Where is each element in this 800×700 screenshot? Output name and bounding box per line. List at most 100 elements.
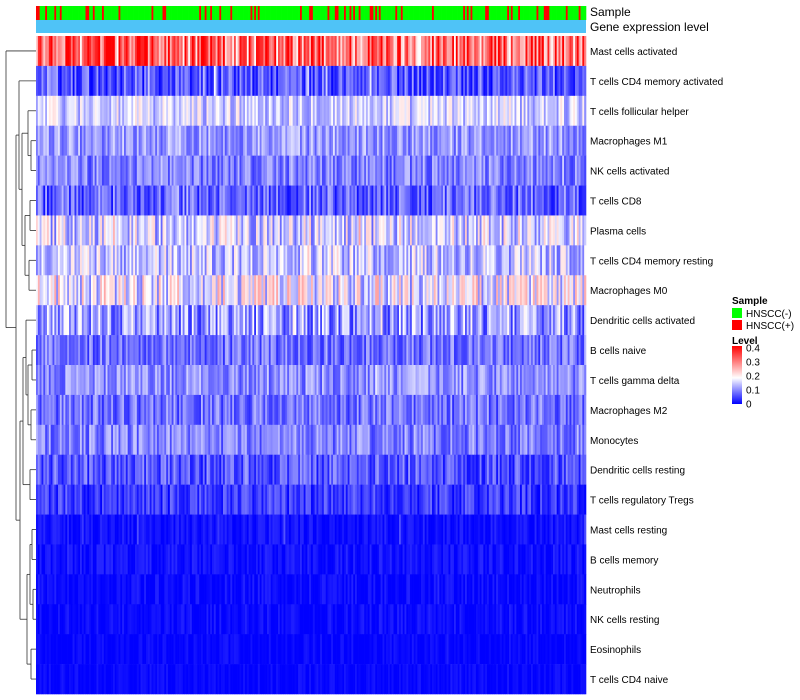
heatmap-cell bbox=[518, 125, 521, 156]
heatmap-cell bbox=[380, 65, 383, 97]
sample-track-cell bbox=[98, 6, 101, 20]
heatmap-cell bbox=[433, 125, 436, 156]
heatmap-cell bbox=[274, 65, 277, 97]
heatmap-cell bbox=[180, 484, 183, 515]
heatmap-cell bbox=[67, 454, 70, 485]
heatmap-cell bbox=[162, 95, 165, 127]
heatmap-cell bbox=[118, 215, 121, 246]
heatmap-cell bbox=[527, 65, 530, 97]
heatmap-cell bbox=[80, 394, 83, 426]
heatmap-cell bbox=[371, 424, 374, 456]
heatmap-cell bbox=[309, 424, 312, 456]
heatmap-cell bbox=[191, 215, 194, 246]
heatmap-cell bbox=[358, 394, 361, 426]
heatmap-cell bbox=[131, 245, 134, 276]
heatmap-cell bbox=[81, 305, 84, 336]
heatmap-cell bbox=[472, 65, 475, 97]
heatmap-cell bbox=[98, 454, 101, 485]
heatmap-cell bbox=[551, 394, 554, 426]
heatmap-cell bbox=[549, 65, 552, 97]
heatmap-cell bbox=[289, 95, 292, 127]
heatmap-cell bbox=[439, 215, 442, 246]
heatmap-cell bbox=[146, 275, 149, 306]
heatmap-cell bbox=[219, 484, 222, 515]
heatmap-cell bbox=[80, 65, 83, 97]
heatmap-cell bbox=[76, 424, 79, 456]
heatmap-cell bbox=[47, 394, 50, 426]
heatmap-cell bbox=[235, 36, 238, 67]
heatmap-cell bbox=[254, 394, 257, 426]
heatmap-cell bbox=[65, 454, 68, 485]
heatmap-cell bbox=[127, 335, 130, 366]
heatmap-cell bbox=[191, 95, 194, 127]
heatmap-cell bbox=[245, 335, 248, 366]
heatmap-cell bbox=[91, 95, 94, 127]
heatmap-cell bbox=[153, 95, 156, 127]
heatmap-cell bbox=[492, 245, 495, 276]
heatmap-cell bbox=[404, 95, 407, 127]
heatmap-cell bbox=[560, 365, 563, 396]
heatmap-cell bbox=[36, 245, 39, 276]
heatmap-cell bbox=[114, 365, 117, 396]
sample-track-cell bbox=[487, 6, 490, 20]
heatmap-cell bbox=[125, 454, 128, 485]
heatmap-cell bbox=[575, 155, 578, 186]
heatmap-cell bbox=[466, 305, 469, 336]
heatmap-cell bbox=[61, 245, 64, 276]
heatmap-cell bbox=[466, 245, 469, 276]
heatmap-cell bbox=[571, 335, 574, 366]
sample-track-cell bbox=[314, 6, 317, 20]
heatmap-cell bbox=[428, 335, 431, 366]
heatmap-cell bbox=[276, 424, 279, 456]
heatmap-cell bbox=[380, 95, 383, 127]
heatmap-cell bbox=[41, 424, 44, 456]
heatmap-cell bbox=[248, 365, 251, 396]
heatmap-cell bbox=[133, 305, 136, 336]
heatmap-cell bbox=[439, 185, 442, 216]
sample-track-cell bbox=[479, 6, 482, 20]
heatmap-cell bbox=[499, 185, 502, 216]
heatmap-cell bbox=[569, 125, 572, 156]
heatmap-cell bbox=[201, 125, 204, 156]
heatmap-cell bbox=[417, 454, 420, 485]
heatmap-cell bbox=[318, 185, 321, 216]
heatmap-cell bbox=[153, 65, 156, 97]
heatmap-cell bbox=[239, 95, 242, 127]
heatmap-cell bbox=[356, 125, 359, 156]
heatmap-cell bbox=[580, 424, 583, 456]
sample-track-cell bbox=[510, 6, 513, 20]
heatmap-cell bbox=[83, 335, 86, 366]
heatmap-cell bbox=[492, 65, 495, 97]
heatmap-cell bbox=[444, 424, 447, 456]
heatmap-cell bbox=[241, 36, 244, 67]
heatmap-cell bbox=[377, 275, 380, 306]
heatmap-cell bbox=[355, 185, 358, 216]
heatmap-cell bbox=[432, 125, 435, 156]
heatmap-cell bbox=[384, 305, 387, 336]
heatmap-cell bbox=[52, 275, 55, 306]
heatmap-cell bbox=[59, 394, 62, 426]
heatmap-cell bbox=[514, 424, 517, 456]
heatmap-cell bbox=[37, 424, 40, 456]
heatmap-cell bbox=[131, 65, 134, 97]
heatmap-cell bbox=[331, 394, 334, 426]
heatmap-cell bbox=[356, 36, 359, 67]
heatmap-cell bbox=[290, 454, 293, 485]
heatmap-cell bbox=[432, 245, 435, 276]
heatmap-cell bbox=[131, 185, 134, 216]
heatmap-cell bbox=[576, 65, 579, 97]
sample-track-cell bbox=[158, 6, 161, 20]
heatmap-cell bbox=[83, 365, 86, 396]
heatmap-cell bbox=[142, 215, 145, 246]
heatmap-cell bbox=[91, 245, 94, 276]
heatmap-cell bbox=[100, 335, 103, 366]
heatmap-cell bbox=[151, 125, 154, 156]
heatmap-cell bbox=[406, 305, 409, 336]
heatmap-cell bbox=[466, 454, 469, 485]
heatmap-cell bbox=[496, 335, 499, 366]
heatmap-cell bbox=[78, 125, 81, 156]
sample-track-cell bbox=[562, 6, 565, 20]
heatmap-cell bbox=[162, 155, 165, 186]
heatmap-cell bbox=[303, 365, 306, 396]
heatmap-cell bbox=[248, 155, 251, 186]
